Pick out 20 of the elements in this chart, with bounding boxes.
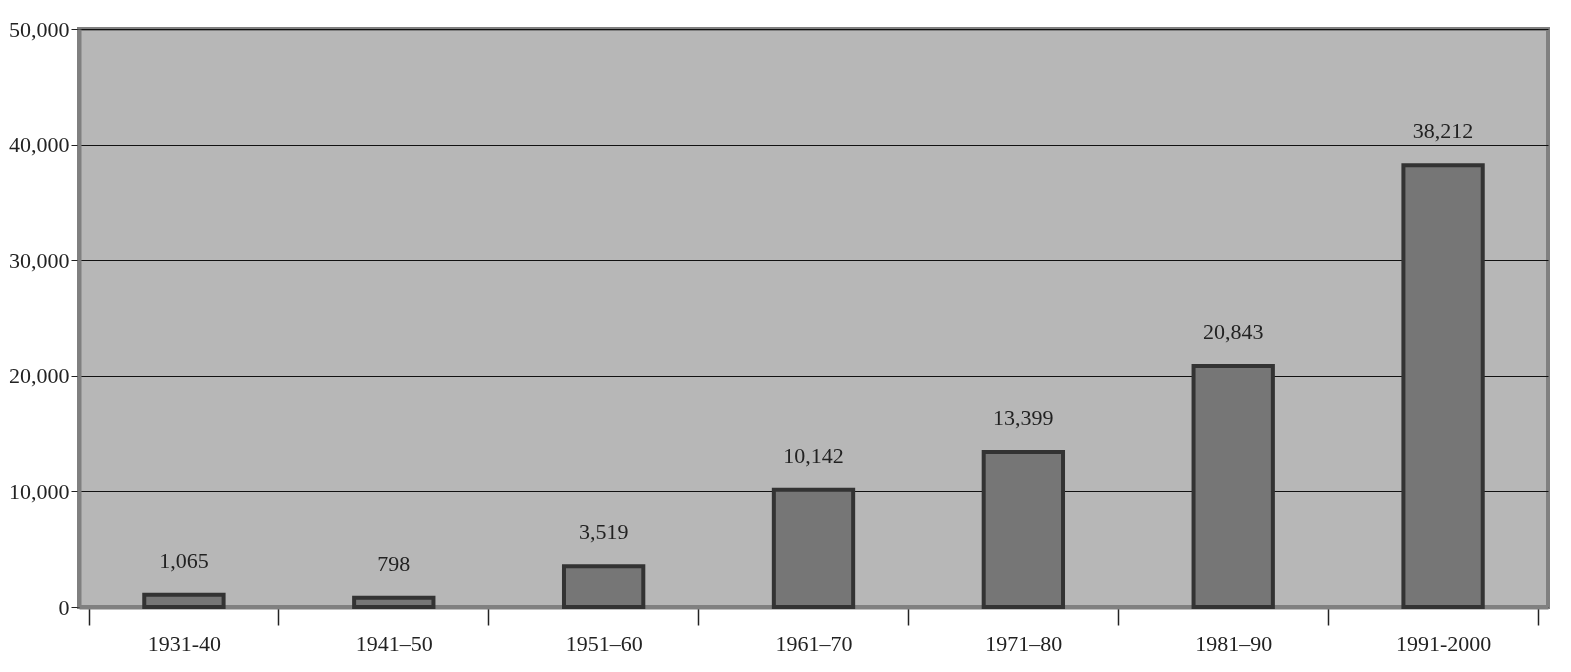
data-label: 38,212: [1412, 118, 1474, 144]
y-tick-label: 10,000: [9, 478, 70, 504]
x-tick-label: 1951–60: [565, 630, 643, 656]
data-label: 20,843: [1202, 319, 1264, 345]
y-tick-label: 30,000: [9, 247, 70, 273]
data-label: 13,399: [993, 405, 1054, 431]
x-tick-label: 1971–80: [985, 630, 1063, 656]
data-label: 3,519: [578, 519, 629, 545]
y-tick-label: 50,000: [9, 16, 70, 42]
data-label: 10,142: [783, 442, 844, 468]
x-tick-label: 1961–70: [775, 630, 853, 656]
x-tick-label: 1981–90: [1195, 630, 1273, 656]
y-tick-label: 20,000: [9, 363, 70, 389]
data-label: 1,065: [159, 547, 209, 573]
data-label: 798: [377, 550, 411, 576]
x-tick-label: 1991-2000: [1395, 630, 1492, 656]
x-tick-label: 1931-40: [147, 630, 222, 656]
y-tick-label: 0: [58, 594, 70, 620]
y-tick-label: 40,000: [9, 132, 70, 158]
x-tick-label: 1941–50: [355, 630, 433, 656]
